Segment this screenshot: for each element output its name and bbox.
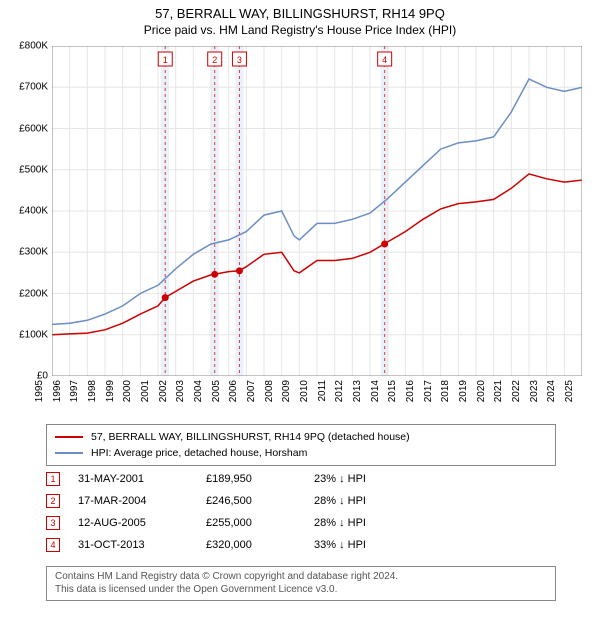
event-date: 17-MAR-2004 <box>78 495 188 507</box>
y-tick-label: £600K <box>0 123 48 134</box>
event-row: 3 12-AUG-2005 £255,000 28% ↓ HPI <box>46 512 556 534</box>
x-tick-label: 2025 <box>564 380 600 402</box>
chart-title: 57, BERRALL WAY, BILLINGSHURST, RH14 9PQ <box>0 6 600 21</box>
y-tick-label: £500K <box>0 164 48 175</box>
event-row: 2 17-MAR-2004 £246,500 28% ↓ HPI <box>46 490 556 512</box>
event-marker-icon: 2 <box>46 494 60 508</box>
chart-subtitle: Price paid vs. HM Land Registry's House … <box>0 23 600 37</box>
event-diff: 28% ↓ HPI <box>314 517 424 529</box>
y-tick-label: £200K <box>0 288 48 299</box>
event-price: £320,000 <box>206 539 296 551</box>
y-tick-label: £800K <box>0 41 48 52</box>
event-row: 4 31-OCT-2013 £320,000 33% ↓ HPI <box>46 534 556 556</box>
event-price: £189,950 <box>206 473 296 485</box>
footer-line-1: Contains HM Land Registry data © Crown c… <box>55 571 547 584</box>
event-date: 12-AUG-2005 <box>78 517 188 529</box>
chart-area: £0£100K£200K£300K£400K£500K£600K£700K£80… <box>0 46 600 416</box>
svg-text:2: 2 <box>212 55 217 65</box>
svg-text:1: 1 <box>163 55 168 65</box>
plot-area: 1 2 3 4 <box>52 46 582 376</box>
svg-text:4: 4 <box>382 55 387 65</box>
title-block: 57, BERRALL WAY, BILLINGSHURST, RH14 9PQ… <box>0 0 600 37</box>
chart-svg: 1 2 3 4 <box>52 46 582 376</box>
event-date: 31-MAY-2001 <box>78 473 188 485</box>
event-price: £246,500 <box>206 495 296 507</box>
event-marker-icon: 3 <box>46 516 60 530</box>
event-marker-icon: 1 <box>46 472 60 486</box>
event-diff: 23% ↓ HPI <box>314 473 424 485</box>
event-row: 1 31-MAY-2001 £189,950 23% ↓ HPI <box>46 468 556 490</box>
legend-swatch-property <box>55 436 83 438</box>
event-marker-icon: 4 <box>46 538 60 552</box>
events-table: 1 31-MAY-2001 £189,950 23% ↓ HPI 2 17-MAR-200… <box>46 468 556 556</box>
svg-text:3: 3 <box>237 55 242 65</box>
footer-box: Contains HM Land Registry data © Crown c… <box>46 566 556 601</box>
legend-box: 57, BERRALL WAY, BILLINGSHURST, RH14 9PQ… <box>46 424 556 466</box>
y-tick-label: £100K <box>0 329 48 340</box>
event-price: £255,000 <box>206 517 296 529</box>
y-tick-label: £300K <box>0 247 48 258</box>
event-diff: 28% ↓ HPI <box>314 495 424 507</box>
event-diff: 33% ↓ HPI <box>314 539 424 551</box>
event-date: 31-OCT-2013 <box>78 539 188 551</box>
legend-row-property: 57, BERRALL WAY, BILLINGSHURST, RH14 9PQ… <box>55 429 547 445</box>
footer-line-2: This data is licensed under the Open Gov… <box>55 584 547 597</box>
legend-label-property: 57, BERRALL WAY, BILLINGSHURST, RH14 9PQ… <box>91 431 410 443</box>
page-root: 57, BERRALL WAY, BILLINGSHURST, RH14 9PQ… <box>0 0 600 620</box>
legend-swatch-hpi <box>55 452 83 454</box>
y-tick-label: £700K <box>0 82 48 93</box>
legend-label-hpi: HPI: Average price, detached house, Hors… <box>91 447 307 459</box>
y-tick-label: £400K <box>0 206 48 217</box>
legend-row-hpi: HPI: Average price, detached house, Hors… <box>55 445 547 461</box>
